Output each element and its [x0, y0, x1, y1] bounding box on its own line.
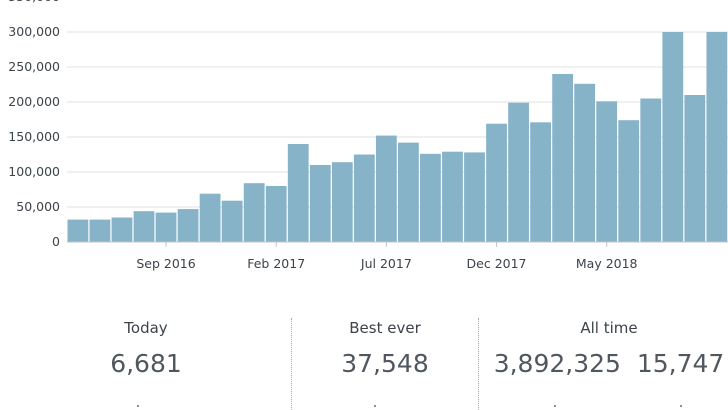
bar[interactable]: [89, 219, 111, 242]
stat-best-ever: Best ever 37,548: [305, 318, 465, 380]
bar[interactable]: [486, 123, 507, 242]
x-tick-label: Dec 2017: [467, 256, 527, 271]
bar[interactable]: [640, 98, 662, 243]
bar[interactable]: [331, 162, 353, 242]
stat-all-time-second-value: 15,747: [636, 349, 725, 378]
stat-best-ever-label: Best ever: [349, 319, 421, 337]
stat-today-label: Today: [124, 319, 168, 337]
stat-today: Today 6,681: [66, 318, 226, 380]
bar[interactable]: [420, 153, 441, 242]
bar[interactable]: [706, 32, 728, 242]
bar[interactable]: [375, 135, 397, 242]
bar[interactable]: [133, 211, 155, 242]
bar[interactable]: [309, 165, 331, 242]
bar[interactable]: [398, 142, 419, 242]
stat-all-time-views: 3,892,325: [493, 349, 621, 378]
stat-marker: [374, 405, 376, 407]
x-tick-label: Feb 2017: [247, 256, 305, 271]
y-tick-label: 50,000: [16, 199, 60, 214]
views-bar-chart: 0 50,000 100,000 150,000 200,000 250,000 300,0…: [8, 0, 728, 271]
stat-all-time-label: All time: [580, 319, 638, 337]
stat-marker: [554, 405, 556, 407]
bar[interactable]: [530, 122, 551, 242]
bar[interactable]: [67, 219, 89, 242]
bar[interactable]: [662, 32, 684, 242]
bar[interactable]: [574, 83, 596, 242]
x-tick-label: May 2018: [576, 256, 638, 271]
bar[interactable]: [199, 193, 221, 242]
y-tick-label: 100,000: [8, 164, 60, 179]
x-tick-label: Sep 2016: [136, 256, 195, 271]
y-tick-label: 200,000: [8, 94, 60, 109]
stat-divider: [291, 318, 292, 410]
bar[interactable]: [111, 217, 133, 243]
x-tick-label: Jul 2017: [360, 256, 412, 271]
gridlines: [67, 31, 728, 208]
stat-all-time: All time 3,892,325 15,747: [490, 318, 728, 380]
y-tick-label: 250,000: [8, 59, 60, 74]
bar[interactable]: [684, 95, 706, 242]
bar[interactable]: [353, 154, 375, 243]
stat-divider: [478, 318, 479, 410]
bar[interactable]: [508, 102, 529, 242]
x-axis-tick-labels: Sep 2016 Feb 2017 Jul 2017 Dec 2017 May 2018: [136, 242, 638, 271]
bar[interactable]: [287, 144, 309, 242]
y-axis-tick-labels: 0 50,000 100,000 150,000 200,000 250,000 300,0…: [8, 0, 60, 249]
bar[interactable]: [265, 186, 287, 242]
bar[interactable]: [552, 74, 574, 242]
bar[interactable]: [442, 151, 463, 242]
stat-marker: [137, 405, 139, 407]
stat-marker: [680, 405, 682, 407]
bar[interactable]: [243, 183, 265, 242]
y-tick-label: 150,000: [8, 129, 60, 144]
stat-all-time-value: 3,892,325 15,747: [490, 348, 728, 380]
y-tick-label: 0: [52, 234, 60, 249]
bar[interactable]: [618, 120, 640, 242]
stat-best-ever-value: 37,548: [341, 349, 429, 378]
bar[interactable]: [464, 152, 485, 242]
bar[interactable]: [596, 101, 618, 242]
stat-today-value: 6,681: [110, 349, 182, 378]
y-tick-label: 300,000: [8, 24, 60, 39]
y-tick-label: 350,000: [8, 0, 60, 4]
bar[interactable]: [221, 200, 243, 242]
bar[interactable]: [177, 209, 199, 242]
bar[interactable]: [155, 212, 177, 242]
bars: [67, 32, 728, 243]
